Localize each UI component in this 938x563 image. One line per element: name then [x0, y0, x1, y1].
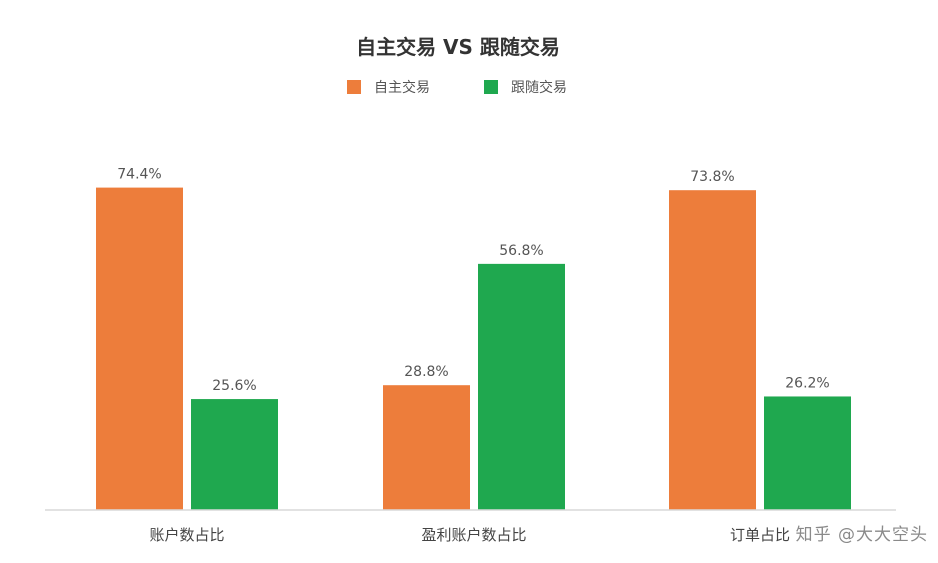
- data-label-2-1: 28.8%: [404, 364, 448, 380]
- data-labels: 74.4% 25.6% 28.8% 56.8% 73.8% 26.2%: [117, 167, 829, 394]
- bar-2-2: [478, 263, 565, 510]
- legend-swatch-1: [347, 80, 361, 94]
- chart-title: 自主交易 VS 跟随交易: [356, 35, 560, 59]
- data-label-1-1: 74.4%: [117, 167, 161, 183]
- legend-swatch-2: [484, 80, 498, 94]
- bar-2-1: [383, 385, 470, 510]
- data-label-3-2: 26.2%: [785, 375, 829, 391]
- bar-1-2: [191, 399, 278, 510]
- legend-label-2: 跟随交易: [511, 79, 567, 96]
- bars: [96, 187, 851, 510]
- x-tick-labels: 账户数占比 盈利账户数占比 订单占比: [149, 526, 790, 544]
- bar-3-1: [669, 190, 756, 510]
- watermark: 知乎 @大大空头: [795, 525, 928, 545]
- data-label-1-2: 25.6%: [212, 378, 256, 394]
- legend-label-1: 自主交易: [374, 79, 430, 96]
- bar-3-2: [764, 396, 851, 510]
- x-tick-label-1: 账户数占比: [149, 526, 224, 544]
- legend: 自主交易 跟随交易: [347, 79, 567, 96]
- bar-1-1: [96, 187, 183, 510]
- data-label-3-1: 73.8%: [690, 169, 734, 185]
- x-tick-label-3: 订单占比: [730, 526, 790, 544]
- x-tick-label-2: 盈利账户数占比: [421, 526, 526, 544]
- data-label-2-2: 56.8%: [499, 243, 543, 259]
